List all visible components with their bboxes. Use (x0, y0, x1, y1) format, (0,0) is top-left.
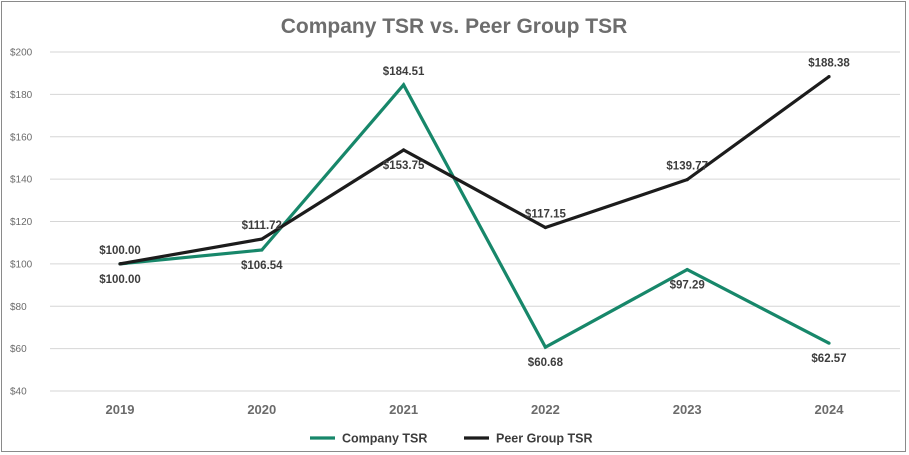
data-point-company-tsr (827, 341, 831, 345)
series-lines (118, 75, 831, 350)
data-point-company-tsr (543, 345, 548, 349)
x-tick-label: 2024 (815, 402, 845, 417)
gridlines (50, 51, 900, 392)
data-labels: $100.00 $106.54 $184.51 $60.68 $97.29 $62.57 $… (99, 58, 850, 370)
series-line-company-tsr (119, 82, 830, 350)
data-label-company-tsr: $184.51 (383, 66, 425, 78)
legend-label-peer-group-tsr: Peer Group TSR (496, 432, 593, 446)
y-tick-label: $140 (10, 175, 33, 186)
data-label-peer-group-tsr: $100.00 (99, 245, 141, 257)
data-point-peer-group-tsr (118, 262, 122, 266)
data-label-peer-group-tsr: $111.72 (242, 220, 282, 232)
data-point-peer-group-tsr (685, 178, 689, 182)
data-label-company-tsr: $106.54 (241, 260, 283, 272)
data-label-company-tsr: $100.00 (99, 274, 141, 286)
data-point-company-tsr (685, 268, 689, 272)
chart-title: Company TSR vs. Peer Group TSR (281, 15, 628, 38)
data-point-peer-group-tsr (827, 75, 831, 79)
x-tick-label: 2019 (106, 402, 135, 417)
y-tick-label: $160 (10, 132, 33, 143)
data-point-peer-group-tsr (543, 225, 548, 230)
y-tick-label: $120 (10, 217, 33, 228)
data-point-company-tsr (402, 83, 406, 87)
y-axis-ticks: $40 $60 $80 $100 $120 $140 $160 $180 $200 (10, 48, 33, 398)
legend-label-company-tsr: Company TSR (342, 432, 427, 446)
y-tick-label: $60 (10, 344, 27, 355)
data-label-peer-group-tsr: $139.77 (666, 161, 708, 173)
data-label-peer-group-tsr: $117.15 (525, 209, 567, 221)
y-tick-label: $80 (10, 302, 27, 313)
data-label-peer-group-tsr: $153.75 (383, 160, 425, 172)
data-point-peer-group-tsr (260, 237, 264, 241)
data-point-company-tsr (260, 248, 264, 252)
data-label-company-tsr: $97.29 (670, 280, 705, 292)
data-label-company-tsr: $62.57 (811, 353, 846, 365)
data-label-peer-group-tsr: $188.38 (808, 58, 850, 70)
x-tick-label: 2021 (389, 402, 418, 417)
series-line-peer-group-tsr (119, 75, 830, 266)
y-tick-label: $200 (10, 48, 33, 59)
y-tick-label: $100 (10, 259, 33, 270)
y-tick-label: $40 (10, 387, 27, 398)
legend: Company TSR Peer Group TSR (310, 432, 593, 446)
x-axis-ticks: 2019 2020 2021 2022 2023 2024 (106, 402, 845, 417)
x-tick-label: 2022 (531, 402, 560, 417)
y-tick-label: $180 (10, 90, 33, 101)
data-point-peer-group-tsr (402, 148, 406, 152)
data-label-company-tsr: $60.68 (528, 357, 564, 369)
x-tick-label: 2020 (247, 402, 276, 417)
x-tick-label: 2023 (673, 402, 702, 417)
